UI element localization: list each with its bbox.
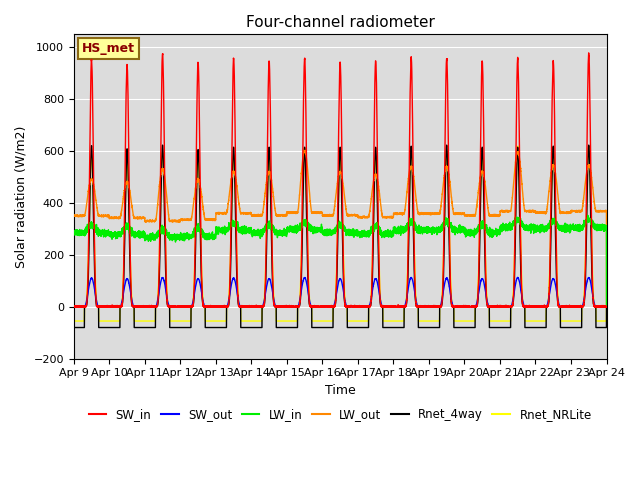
LW_out (404, 184, 412, 190)
Rnet_NRLite (404, 272, 412, 277)
Rnet_NRLite (100, 318, 108, 324)
Rnet_NRLite (594, 318, 602, 324)
LW_out (603, 304, 611, 310)
SW_in (603, 304, 611, 310)
SW_out (396, 304, 403, 310)
LW_out (70, 213, 77, 219)
Line: Rnet_4way: Rnet_4way (74, 145, 607, 327)
LW_in (490, 230, 498, 236)
SW_in (585, 50, 593, 56)
LW_in (70, 231, 77, 237)
Rnet_4way (585, 142, 593, 148)
Rnet_4way (404, 288, 412, 294)
Text: HS_met: HS_met (82, 42, 135, 55)
LW_in (100, 232, 108, 238)
Line: LW_out: LW_out (74, 150, 607, 307)
Line: LW_in: LW_in (74, 216, 607, 307)
Rnet_4way (396, 324, 403, 330)
LW_in (396, 227, 403, 233)
LW_out (212, 210, 220, 216)
Rnet_4way (70, 324, 77, 330)
Line: SW_out: SW_out (74, 277, 607, 307)
SW_out (514, 275, 522, 280)
SW_out (70, 304, 77, 310)
SW_out (404, 290, 412, 296)
Rnet_NRLite (603, 304, 611, 310)
SW_in (212, 303, 220, 309)
LW_in (212, 228, 220, 234)
Line: Rnet_NRLite: Rnet_NRLite (74, 146, 607, 321)
Rnet_4way (603, 304, 611, 310)
LW_in (603, 304, 611, 310)
SW_in (396, 304, 403, 310)
Rnet_4way (490, 324, 498, 330)
SW_out (100, 304, 108, 310)
LW_in (584, 213, 592, 218)
SW_in (594, 304, 602, 310)
Line: SW_in: SW_in (74, 53, 607, 307)
Y-axis label: Solar radiation (W/m2): Solar radiation (W/m2) (15, 125, 28, 267)
SW_in (100, 304, 108, 310)
LW_out (301, 147, 308, 153)
Rnet_NRLite (396, 318, 403, 324)
LW_out (490, 213, 498, 219)
Rnet_4way (212, 324, 220, 330)
SW_out (490, 304, 498, 310)
SW_in (70, 304, 77, 310)
LW_out (594, 208, 602, 214)
Rnet_4way (100, 324, 108, 330)
Rnet_NRLite (490, 318, 498, 324)
SW_in (70, 303, 77, 309)
SW_out (594, 304, 602, 310)
SW_out (603, 304, 611, 310)
X-axis label: Time: Time (324, 384, 355, 397)
LW_out (100, 213, 108, 219)
Rnet_NRLite (212, 318, 220, 324)
LW_out (396, 210, 403, 216)
Rnet_NRLite (70, 318, 77, 324)
SW_in (404, 280, 412, 286)
LW_in (594, 225, 602, 231)
Legend: SW_in, SW_out, LW_in, LW_out, Rnet_4way, Rnet_NRLite: SW_in, SW_out, LW_in, LW_out, Rnet_4way,… (84, 404, 596, 426)
Title: Four-channel radiometer: Four-channel radiometer (246, 15, 435, 30)
Rnet_NRLite (585, 144, 593, 149)
LW_in (404, 223, 412, 228)
Rnet_4way (594, 324, 602, 330)
SW_out (70, 304, 77, 310)
SW_out (212, 304, 220, 310)
SW_in (490, 304, 498, 310)
